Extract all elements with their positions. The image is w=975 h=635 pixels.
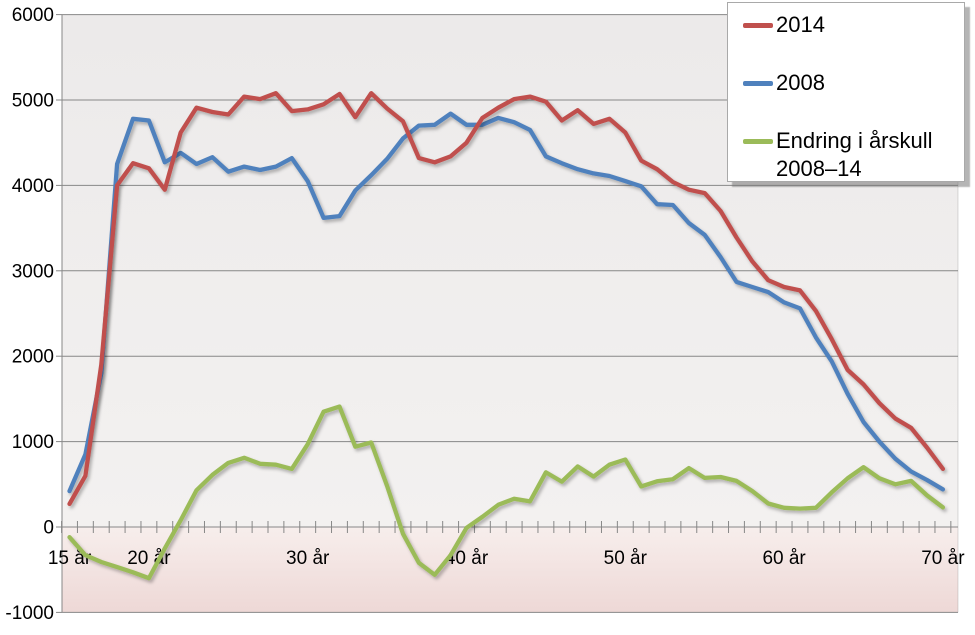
series-line-endring-i-årskull-2008–14: [67, 404, 946, 581]
legend-item-2014: 2014: [743, 11, 964, 39]
legend-swatch-endring: [743, 139, 773, 144]
legend-swatch-2008: [743, 81, 773, 86]
below-zero-band: [62, 527, 958, 613]
x-axis-label-60: 60 år: [762, 548, 806, 569]
x-axis-label-15: 15 år: [48, 548, 92, 569]
x-axis-label-30: 30 år: [286, 548, 330, 569]
y-axis-label-6000: 6000: [12, 5, 54, 26]
x-axis-label-40: 40 år: [445, 548, 489, 569]
legend-label-endring: Endring i årskull 2008–14: [776, 127, 933, 183]
legend-label-endring-line2: 2008–14: [776, 156, 862, 181]
y-axis-label-2000: 2000: [12, 347, 54, 368]
legend-label-2008: 2008: [776, 70, 825, 95]
legend-item-endring: Endring i årskull 2008–14: [743, 127, 964, 183]
legend: 2014 2008 Endring i årskull 2008–14: [727, 2, 965, 182]
x-axis-label-70: 70 år: [921, 548, 965, 569]
legend-item-2008: 2008: [743, 69, 964, 97]
y-axis-label-3000: 3000: [12, 261, 54, 282]
y-axis-label-5000: 5000: [12, 91, 54, 112]
series-line-2008: [67, 111, 946, 494]
series-line-2014: [67, 91, 946, 507]
legend-swatch-2014: [743, 23, 773, 28]
y-axis-label-0: 0: [43, 518, 54, 539]
legend-label-2014: 2014: [776, 12, 825, 37]
y-axis-label-1000: 1000: [12, 432, 54, 453]
y-axis-label-4000: 4000: [12, 176, 54, 197]
y-axis-label--1000: -1000: [5, 603, 54, 624]
legend-label-endring-line1: Endring i årskull: [776, 128, 933, 153]
x-axis-label-50: 50 år: [604, 548, 648, 569]
